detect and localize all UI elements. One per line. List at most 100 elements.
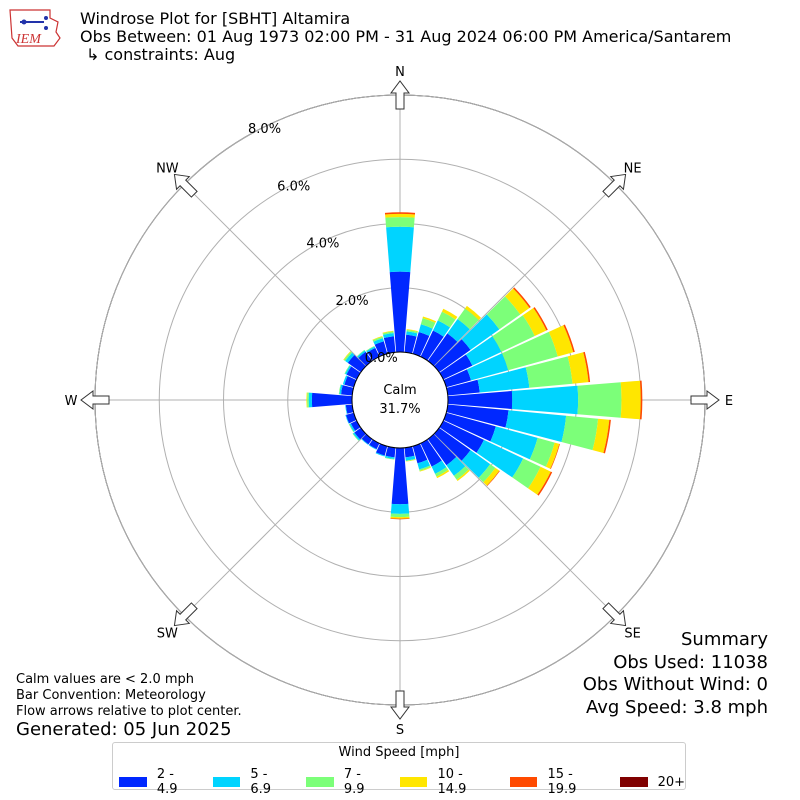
wedge-80-bin4: [583, 351, 591, 383]
direction-label-w: W: [65, 394, 78, 409]
legend-label: 5 - 6.9: [250, 767, 272, 797]
obs-used: Obs Used: 11038: [613, 651, 768, 673]
wedge-270-bin1: [308, 392, 313, 408]
direction-label-s: S: [396, 723, 404, 738]
legend-title: Wind Speed [mph]: [338, 745, 460, 760]
wedge-290-bin1: [342, 375, 348, 385]
wedge-0-bin0: [389, 271, 411, 353]
wedge-350-bin3: [382, 330, 394, 334]
wedge-310-bin2: [343, 351, 353, 362]
wedge-250-bin0: [345, 412, 357, 424]
obs-without-wind: Obs Without Wind: 0: [582, 674, 768, 695]
flow-arrow-icon: [690, 390, 720, 410]
calm-label: Calm: [383, 383, 416, 398]
flow-arrow-icon: [173, 602, 198, 627]
wedge-40-bin3: [465, 305, 482, 321]
wedge-0-bin4: [384, 212, 416, 215]
wedge-110-bin4: [550, 443, 560, 470]
wedge-190-bin1: [385, 455, 395, 459]
wedge-140-bin0: [427, 434, 457, 466]
wedge-240-bin0: [350, 420, 361, 431]
legend-label: 10 - 14.9: [437, 767, 467, 797]
wedge-310-bin0: [347, 355, 366, 373]
ring-label-1: 2.0%: [336, 294, 369, 309]
legend-swatch: [212, 777, 241, 787]
wedge-100-bin4: [603, 419, 611, 454]
wedge-340-bin3: [372, 336, 383, 341]
wedge-0-bin1: [386, 226, 414, 273]
wedge-190-bin2: [384, 457, 395, 460]
wedge-50-bin4: [513, 287, 531, 308]
wedge-80-bin1: [477, 367, 530, 393]
ring-label-2: 4.0%: [306, 237, 339, 252]
wedge-50-bin3: [505, 288, 530, 315]
wedge-200-bin0: [376, 443, 388, 456]
wedge-80-bin3: [567, 352, 589, 384]
wedge-300-bin0: [346, 366, 361, 380]
legend-label: 2 - 4.9: [156, 767, 178, 797]
wedge-180-bin2: [390, 513, 410, 518]
flow-arrow-icon: [173, 173, 198, 198]
wedge-110-bin2: [529, 437, 555, 467]
wedge-230-bin1: [353, 432, 361, 441]
wedge-350-bin0: [383, 336, 396, 354]
wedge-300-bin1: [345, 365, 352, 375]
legend-item: 20+: [619, 767, 686, 797]
wedge-150-bin1: [431, 460, 447, 474]
wedge-170-bin0: [404, 446, 415, 458]
wedge-260-bin1: [345, 405, 348, 414]
wedge-40-bin1: [447, 318, 470, 342]
wedge-180-bin4: [390, 518, 410, 520]
wedge-210-bin1: [368, 444, 377, 450]
wedge-90-bin2: [577, 382, 622, 418]
summary-title: Summary: [681, 629, 768, 650]
wedge-180-bin0: [391, 447, 409, 505]
bar-convention-note: Bar Convention: Meteorology: [16, 688, 206, 703]
wedge-80-bin0: [446, 379, 480, 396]
wedge-120-bin4: [537, 471, 553, 496]
spoke-315: [183, 183, 367, 367]
wedge-70-bin3: [548, 325, 574, 357]
wedge-20-bin3: [422, 316, 437, 323]
wedge-170-bin2: [405, 458, 416, 462]
wedge-70-bin2: [502, 331, 558, 371]
wedge-110-bin1: [490, 426, 538, 460]
direction-label-se: SE: [624, 627, 640, 642]
wedge-130-bin1: [461, 450, 491, 478]
wedge-210-bin0: [369, 439, 380, 450]
wedge-100-bin1: [505, 410, 567, 443]
legend-swatch: [119, 777, 147, 787]
wedge-10-bin2: [406, 329, 418, 334]
iem-logo: IEM: [9, 9, 61, 47]
wedge-330-bin1: [366, 346, 376, 353]
legend: Wind Speed [mph] 2 - 4.9 5 - 6.9 7 - 9.9 10…: [112, 742, 686, 797]
wedge-190-bin0: [385, 446, 396, 458]
legend-item: 10 - 14.9: [399, 767, 496, 797]
wedge-90-bin1: [511, 385, 579, 415]
spoke-45: [433, 183, 617, 367]
wedge-70-bin1: [467, 353, 509, 381]
wedge-160-bin0: [412, 443, 428, 464]
wedge-50-bin1: [461, 314, 500, 350]
wedge-120-bin1: [476, 439, 524, 478]
wedge-280-bin2: [338, 384, 342, 395]
wedge-110-bin3: [545, 442, 560, 469]
wedge-160-bin2: [419, 465, 431, 472]
iem-logo-text: IEM: [15, 32, 42, 47]
wedge-270-bin2: [307, 392, 309, 408]
legend-label: 20+: [657, 774, 686, 790]
direction-label-sw: SW: [157, 627, 178, 642]
wedge-340-bin1: [373, 338, 384, 345]
chart-title: Windrose Plot for [SBHT] Altamira Obs Be…: [80, 10, 731, 64]
legend-swatch: [509, 777, 538, 787]
wedge-60-bin2: [492, 315, 535, 352]
wedge-130-bin0: [434, 427, 471, 461]
legend-items: 2 - 4.9 5 - 6.9 7 - 9.9 10 - 14.9 15 - 19.9 2…: [119, 767, 685, 797]
spoke-225: [183, 433, 367, 617]
wedge-350-bin2: [382, 331, 394, 335]
wedge-100-bin2: [561, 415, 599, 451]
direction-label-ne: NE: [624, 161, 642, 176]
footer-notes: Calm values are < 2.0 mph Bar Convention…: [16, 672, 242, 720]
flow-arrow-icon: [390, 80, 410, 110]
wedge-50-bin0: [434, 339, 471, 373]
